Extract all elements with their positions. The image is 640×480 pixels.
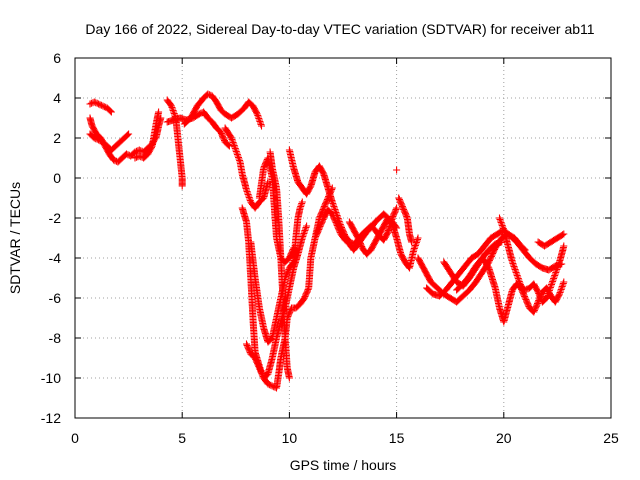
data-point-markers bbox=[131, 108, 163, 162]
series-track-16 bbox=[345, 214, 422, 272]
y-tick-label: -2 bbox=[49, 210, 62, 226]
grid-lines bbox=[75, 58, 611, 418]
y-tick-label: 6 bbox=[53, 50, 61, 66]
series-track-23 bbox=[496, 214, 568, 306]
x-tick-label: 5 bbox=[178, 430, 186, 446]
plot-frame bbox=[74, 57, 612, 419]
y-tick-label: -8 bbox=[49, 330, 62, 346]
data-point-markers bbox=[534, 230, 568, 250]
x-tick-label: 20 bbox=[496, 430, 512, 446]
series-track-7 bbox=[180, 90, 265, 130]
y-tick-label: 2 bbox=[53, 130, 61, 146]
series-track-8 bbox=[221, 124, 272, 212]
series-track-1 bbox=[86, 98, 115, 116]
data-point-markers bbox=[180, 90, 265, 130]
x-tick-label: 15 bbox=[389, 430, 405, 446]
series-track-3 bbox=[86, 130, 133, 154]
y-tick-label: -10 bbox=[41, 370, 61, 386]
y-tick-label: 4 bbox=[53, 90, 61, 106]
data-point-markers bbox=[395, 194, 416, 246]
chart-title: Day 166 of 2022, Sidereal Day-to-day VTE… bbox=[85, 21, 594, 37]
y-axis-label: SDTVAR / TECUs bbox=[7, 182, 23, 294]
series-track-24 bbox=[534, 230, 568, 250]
series-track-13 bbox=[266, 148, 293, 382]
x-tick-label: 0 bbox=[71, 430, 79, 446]
series-track-22 bbox=[453, 254, 568, 326]
data-point-markers bbox=[453, 254, 568, 326]
data-point-markers bbox=[221, 124, 272, 212]
data-point-markers bbox=[86, 98, 115, 116]
axis-ticks: 0 5 10 15 20 25 -12 -10 -8 -6 -4 -2 0 2 4 6 bbox=[41, 50, 619, 446]
y-tick-label: -12 bbox=[41, 410, 61, 426]
series-track-4 bbox=[131, 108, 163, 162]
series-track-18 bbox=[395, 194, 416, 246]
data-point-markers bbox=[86, 130, 133, 154]
data-point-markers bbox=[345, 214, 422, 272]
data-point-markers bbox=[266, 148, 293, 382]
x-tick-label: 25 bbox=[603, 430, 619, 446]
x-tick-label: 10 bbox=[282, 430, 298, 446]
data-series bbox=[86, 90, 568, 392]
series-track-17 bbox=[393, 166, 401, 174]
x-axis-label: GPS time / hours bbox=[290, 457, 397, 473]
y-tick-label: -4 bbox=[49, 250, 62, 266]
data-point-markers bbox=[496, 214, 568, 306]
y-tick-label: 0 bbox=[53, 170, 61, 186]
y-tick-label: -6 bbox=[49, 290, 62, 306]
data-point-markers bbox=[393, 166, 401, 174]
